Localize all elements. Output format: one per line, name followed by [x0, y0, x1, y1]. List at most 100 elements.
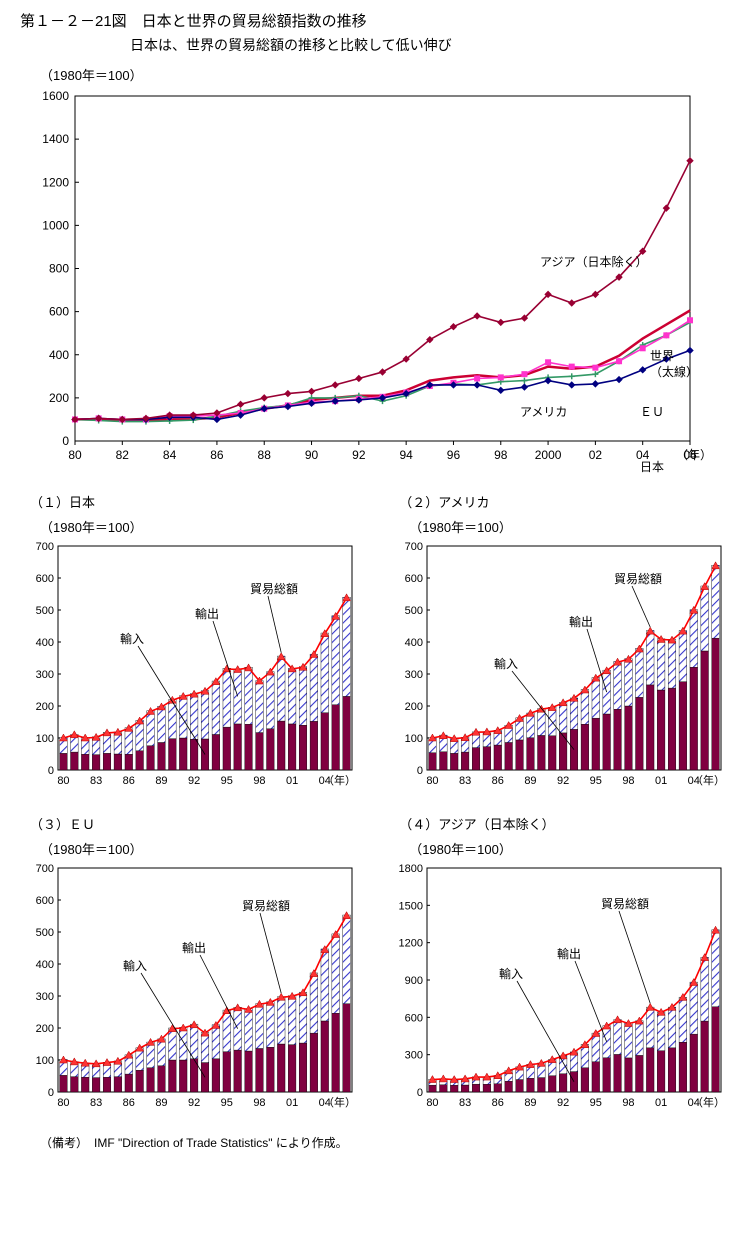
svg-text:2000: 2000 [535, 448, 562, 462]
main-line-chart: 0200400600800100012001400160080828486889… [20, 86, 720, 476]
svg-text:300: 300 [405, 1050, 423, 1062]
svg-text:（年）: （年） [692, 1095, 725, 1109]
svg-text:600: 600 [405, 1012, 423, 1024]
svg-text:アジア（日本除く）: アジア（日本除く） [540, 254, 648, 269]
svg-text:貿易総額: 貿易総額 [250, 582, 298, 596]
svg-text:輸出: 輸出 [195, 606, 219, 621]
svg-text:（太線）: （太線） [650, 364, 698, 379]
panel-3-unit: （1980年＝100） [40, 839, 361, 858]
svg-text:92: 92 [188, 1097, 200, 1109]
panel-japan-chart: 0100200300400500600700808386899295980104… [20, 538, 360, 798]
svg-text:輸入: 輸入 [494, 656, 518, 671]
svg-text:700: 700 [36, 863, 54, 875]
panel-asia-chart: 0300600900120015001800808386899295980104… [389, 860, 729, 1120]
panel-2-title: （２）アメリカ [399, 492, 730, 511]
svg-text:95: 95 [221, 775, 233, 787]
svg-text:500: 500 [36, 927, 54, 939]
svg-text:輸出: 輸出 [569, 614, 593, 629]
panel-2-unit: （1980年＝100） [409, 517, 730, 536]
svg-text:86: 86 [492, 775, 504, 787]
svg-text:（年）: （年） [676, 448, 712, 462]
svg-text:貿易総額: 貿易総額 [242, 899, 290, 913]
panel-eu-chart: 0100200300400500600700808386899295980104… [20, 860, 360, 1120]
svg-text:89: 89 [525, 775, 537, 787]
svg-text:98: 98 [623, 1097, 635, 1109]
panel-1-title: （１）日本 [30, 492, 361, 511]
svg-text:100: 100 [405, 733, 423, 745]
svg-text:700: 700 [36, 541, 54, 553]
svg-text:500: 500 [405, 605, 423, 617]
panel-3-title: （３）ＥＵ [30, 814, 361, 833]
svg-text:1200: 1200 [399, 938, 423, 950]
svg-text:90: 90 [305, 448, 319, 462]
svg-text:80: 80 [427, 1097, 439, 1109]
svg-text:（年）: （年） [323, 1095, 356, 1109]
svg-text:400: 400 [49, 348, 69, 362]
svg-text:500: 500 [36, 605, 54, 617]
svg-text:01: 01 [286, 775, 298, 787]
svg-text:98: 98 [253, 1097, 265, 1109]
svg-text:82: 82 [116, 448, 130, 462]
svg-text:84: 84 [163, 448, 177, 462]
svg-text:600: 600 [36, 895, 54, 907]
svg-text:89: 89 [155, 1097, 167, 1109]
svg-text:98: 98 [494, 448, 508, 462]
svg-text:400: 400 [36, 959, 54, 971]
svg-text:輸出: 輸出 [182, 940, 206, 955]
svg-text:95: 95 [590, 1097, 602, 1109]
svg-text:日本: 日本 [640, 460, 664, 474]
svg-text:200: 200 [49, 391, 69, 405]
footnote: （備考） IMF "Direction of Trade Statistics"… [40, 1134, 730, 1151]
svg-text:輸入: 輸入 [499, 966, 523, 981]
svg-text:300: 300 [36, 991, 54, 1003]
svg-text:（年）: （年） [323, 773, 356, 787]
svg-text:92: 92 [352, 448, 366, 462]
svg-text:900: 900 [405, 975, 423, 987]
svg-text:輸入: 輸入 [123, 958, 147, 973]
svg-text:01: 01 [655, 775, 667, 787]
svg-text:0: 0 [48, 1087, 54, 1099]
svg-text:アメリカ: アメリカ [520, 405, 567, 419]
svg-text:1200: 1200 [42, 175, 69, 189]
main-unit: （1980年＝100） [40, 65, 730, 84]
svg-text:400: 400 [405, 637, 423, 649]
svg-text:0: 0 [417, 1087, 423, 1099]
svg-text:83: 83 [459, 775, 471, 787]
svg-text:1800: 1800 [399, 863, 423, 875]
svg-text:96: 96 [447, 448, 461, 462]
svg-text:80: 80 [427, 775, 439, 787]
svg-text:1000: 1000 [42, 218, 69, 232]
svg-text:92: 92 [557, 775, 569, 787]
svg-text:95: 95 [590, 775, 602, 787]
svg-text:98: 98 [623, 775, 635, 787]
svg-text:01: 01 [286, 1097, 298, 1109]
svg-text:88: 88 [258, 448, 272, 462]
svg-text:83: 83 [459, 1097, 471, 1109]
svg-text:95: 95 [221, 1097, 233, 1109]
svg-text:世界: 世界 [650, 349, 674, 363]
svg-text:89: 89 [525, 1097, 537, 1109]
svg-text:94: 94 [399, 448, 413, 462]
svg-text:92: 92 [557, 1097, 569, 1109]
svg-text:100: 100 [36, 733, 54, 745]
svg-text:600: 600 [405, 573, 423, 585]
svg-text:86: 86 [492, 1097, 504, 1109]
svg-text:89: 89 [155, 775, 167, 787]
svg-text:（年）: （年） [692, 773, 725, 787]
svg-text:200: 200 [36, 701, 54, 713]
svg-text:輸入: 輸入 [120, 631, 144, 646]
svg-text:400: 400 [36, 637, 54, 649]
svg-text:80: 80 [57, 1097, 69, 1109]
panel-4-title: （４）アジア（日本除く） [399, 814, 730, 833]
svg-text:200: 200 [405, 701, 423, 713]
svg-text:600: 600 [49, 305, 69, 319]
svg-text:ＥＵ: ＥＵ [640, 405, 664, 419]
svg-text:80: 80 [57, 775, 69, 787]
svg-text:92: 92 [188, 775, 200, 787]
panel-4-unit: （1980年＝100） [409, 839, 730, 858]
svg-text:貿易総額: 貿易総額 [614, 572, 662, 586]
figure-subtitle: 日本は、世界の貿易総額の推移と比較して低い伸び [130, 35, 730, 55]
svg-text:1400: 1400 [42, 132, 69, 146]
svg-text:83: 83 [90, 1097, 102, 1109]
svg-text:800: 800 [49, 262, 69, 276]
